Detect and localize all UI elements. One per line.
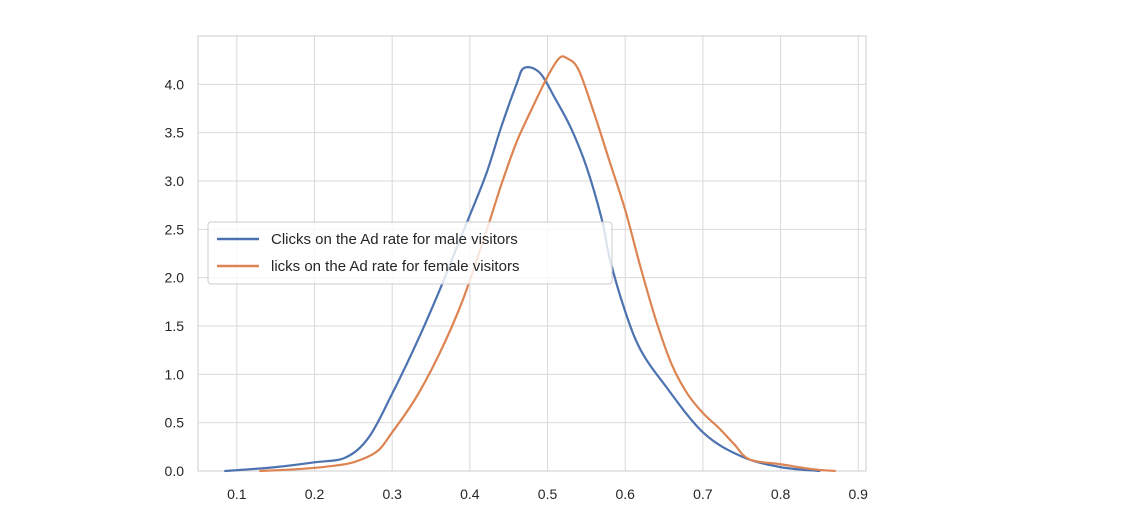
x-tick-label: 0.6	[615, 486, 635, 502]
legend-label-male: Clicks on the Ad rate for male visitors	[271, 231, 518, 248]
y-tick-label: 0.5	[165, 415, 185, 431]
y-tick-label: 2.5	[165, 221, 185, 237]
x-tick-label: 0.9	[848, 486, 868, 502]
series-line-female	[259, 55, 837, 473]
series-line-male	[224, 66, 821, 473]
y-tick-label: 2.0	[165, 270, 185, 286]
y-axis-ticks: 0.0 0.5 1.0 1.5 2.0 2.5 3.0 3.5 4.0	[165, 76, 185, 479]
x-tick-label: 0.4	[460, 486, 480, 502]
y-tick-label: 1.0	[165, 366, 185, 382]
y-tick-label: 3.5	[165, 125, 185, 141]
x-tick-label: 0.8	[771, 486, 791, 502]
x-tick-label: 0.1	[227, 486, 247, 502]
y-tick-label: 0.0	[165, 463, 185, 479]
y-tick-label: 3.0	[165, 173, 185, 189]
x-tick-label: 0.2	[305, 486, 325, 502]
x-tick-label: 0.7	[693, 486, 713, 502]
x-axis-ticks: 0.1 0.2 0.3 0.4 0.5 0.6 0.7 0.8 0.9	[227, 486, 868, 502]
plot-frame	[197, 35, 867, 472]
x-tick-label: 0.3	[382, 486, 402, 502]
legend-box	[207, 221, 613, 285]
legend-label-female: licks on the Ad rate for female visitors	[271, 258, 519, 275]
series-layer	[224, 55, 837, 473]
y-tick-label: 1.5	[165, 318, 185, 334]
x-tick-label: 0.5	[538, 486, 558, 502]
legend: Clicks on the Ad rate for male visitors …	[207, 221, 613, 285]
y-tick-label: 4.0	[165, 76, 185, 92]
